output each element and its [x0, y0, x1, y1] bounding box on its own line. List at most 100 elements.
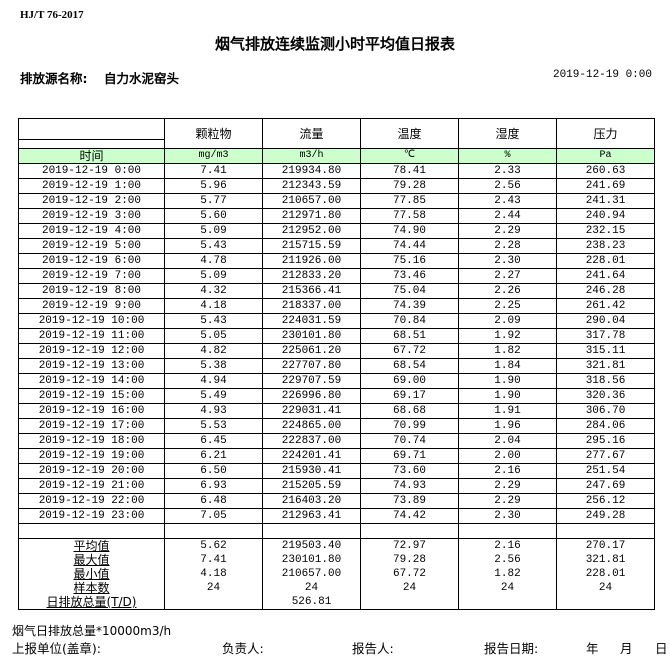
summary-label: 最小值: [18, 567, 165, 581]
cell-time: 2019-12-19 15:00: [18, 388, 165, 404]
cell-temperature: 79.28: [360, 178, 459, 194]
table-row: 2019-12-19 3:00 5.60 212971.80 77.58 2.44 240…: [18, 208, 655, 224]
cell-flow: 211926.00: [262, 253, 361, 269]
summary-label: 最大值: [18, 553, 165, 567]
blank-row: [18, 523, 655, 539]
cell-temperature: 74.90: [360, 223, 459, 239]
cell-time: 2019-12-19 7:00: [18, 268, 165, 284]
cell-time: 2019-12-19 13:00: [18, 358, 165, 374]
table-row: 2019-12-19 17:00 5.53 224865.00 70.99 1.96 28…: [18, 418, 655, 434]
cell-temperature: 75.04: [360, 283, 459, 299]
summary-particulate: 24: [164, 581, 263, 595]
cell-particulate: 4.78: [164, 253, 263, 269]
table-row: 2019-12-19 6:00 4.78 211926.00 75.16 2.30 228…: [18, 253, 655, 269]
header-row: 颗粒物 流量 温度 湿度 压力: [18, 118, 655, 149]
summary-flow: 24: [262, 581, 361, 595]
cell-flow: 222837.00: [262, 433, 361, 449]
cell-time: 2019-12-19 19:00: [18, 448, 165, 464]
cell-temperature: 77.85: [360, 193, 459, 209]
header-pressure: 压力: [556, 118, 655, 149]
cell-time: 2019-12-19 10:00: [18, 313, 165, 329]
cell-time: 2019-12-19 21:00: [18, 478, 165, 494]
summary-particulate: 4.18: [164, 567, 263, 581]
blank-cell: [262, 523, 361, 539]
table-row: 2019-12-19 5:00 5.43 215715.59 74.44 2.28 238…: [18, 238, 655, 254]
cell-pressure: 241.31: [556, 193, 655, 209]
cell-time: 2019-12-19 0:00: [18, 163, 165, 179]
cell-temperature: 68.54: [360, 358, 459, 374]
cell-particulate: 5.60: [164, 208, 263, 224]
cell-flow: 212963.41: [262, 508, 361, 524]
cell-humidity: 2.16: [458, 463, 557, 479]
cell-temperature: 70.84: [360, 313, 459, 329]
cell-particulate: 6.45: [164, 433, 263, 449]
cell-flow: 215205.59: [262, 478, 361, 494]
cell-humidity: 2.33: [458, 163, 557, 179]
cell-temperature: 78.41: [360, 163, 459, 179]
cell-flow: 224865.00: [262, 418, 361, 434]
cell-temperature: 73.46: [360, 268, 459, 284]
cell-pressure: 251.54: [556, 463, 655, 479]
cell-temperature: 77.58: [360, 208, 459, 224]
cell-pressure: 238.23: [556, 238, 655, 254]
table-row: 2019-12-19 0:00 7.41 219934.80 78.41 2.33 260…: [18, 163, 655, 179]
cell-pressure: 260.63: [556, 163, 655, 179]
cell-pressure: 318.56: [556, 373, 655, 389]
cell-particulate: 6.50: [164, 463, 263, 479]
unit-pressure: Pa: [556, 148, 655, 164]
cell-humidity: 2.28: [458, 238, 557, 254]
cell-particulate: 4.18: [164, 298, 263, 314]
table-row: 2019-12-19 12:00 4.82 225061.20 67.72 1.82 31…: [18, 343, 655, 359]
table-row: 2019-12-19 23:00 7.05 212963.41 74.42 2.30 24…: [18, 508, 655, 524]
summary-label: 样本数: [18, 581, 165, 595]
cell-particulate: 5.09: [164, 223, 263, 239]
cell-humidity: 2.44: [458, 208, 557, 224]
summary-temperature: 67.72: [360, 567, 459, 581]
cell-flow: 229707.59: [262, 373, 361, 389]
cell-temperature: 70.74: [360, 433, 459, 449]
time-header: 时间: [18, 148, 165, 164]
cell-flow: 215366.41: [262, 283, 361, 299]
report-date-label: 报告日期:: [484, 641, 539, 656]
cell-time: 2019-12-19 11:00: [18, 328, 165, 344]
month-label: 月: [620, 641, 633, 656]
table-row: 2019-12-19 20:00 6.50 215930.41 73.60 2.16 25…: [18, 463, 655, 479]
cell-humidity: 1.90: [458, 373, 557, 389]
cell-particulate: 6.48: [164, 493, 263, 509]
hourly-report-table: 颗粒物 流量 温度 湿度 压力 时间 mg/m3 m3/h ℃ % Pa 201…: [18, 118, 655, 610]
summary-flow: 230101.80: [262, 553, 361, 567]
summary-particulate: 7.41: [164, 553, 263, 567]
cell-temperature: 74.93: [360, 478, 459, 494]
cell-pressure: 261.42: [556, 298, 655, 314]
cell-time: 2019-12-19 4:00: [18, 223, 165, 239]
cell-time: 2019-12-19 3:00: [18, 208, 165, 224]
footnote: 烟气日排放总量*10000m3/h: [12, 624, 172, 638]
summary-row: 最大值 7.41 230101.80 79.28 2.56 321.81: [18, 553, 655, 567]
summary-humidity: 2.56: [458, 553, 557, 567]
cell-humidity: 1.84: [458, 358, 557, 374]
cell-flow: 229031.41: [262, 403, 361, 419]
cell-time: 2019-12-19 6:00: [18, 253, 165, 269]
cell-time: 2019-12-19 17:00: [18, 418, 165, 434]
summary-humidity: 2.16: [458, 538, 557, 553]
summary-row: 样本数 24 24 24 24 24: [18, 581, 655, 595]
summary-row: 平均值 5.62 219503.40 72.97 2.16 270.17: [18, 538, 655, 553]
cell-temperature: 74.39: [360, 298, 459, 314]
cell-pressure: 321.81: [556, 358, 655, 374]
cell-particulate: 4.93: [164, 403, 263, 419]
summary-pressure: 321.81: [556, 553, 655, 567]
cell-flow: 224201.41: [262, 448, 361, 464]
blank-cell: [360, 523, 459, 539]
blank-cell: [18, 523, 165, 539]
table-row: 2019-12-19 14:00 4.94 229707.59 69.00 1.90 31…: [18, 373, 655, 389]
summary-particulate: [164, 595, 263, 610]
cell-pressure: 246.28: [556, 283, 655, 299]
cell-particulate: 5.09: [164, 268, 263, 284]
summary-label: 平均值: [18, 538, 165, 553]
cell-humidity: 2.30: [458, 253, 557, 269]
cell-humidity: 2.29: [458, 478, 557, 494]
cell-particulate: 5.77: [164, 193, 263, 209]
header-temperature: 温度: [360, 118, 459, 149]
summary-row: 最小值 4.18 210657.00 67.72 1.82 228.01: [18, 567, 655, 581]
cell-particulate: 4.94: [164, 373, 263, 389]
